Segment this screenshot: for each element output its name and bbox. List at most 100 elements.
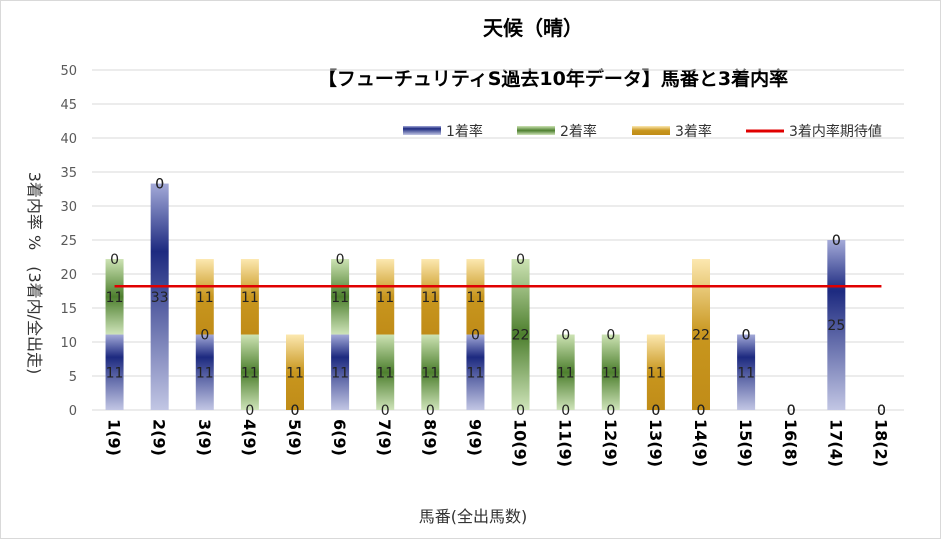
data-label: 0: [832, 233, 841, 249]
chart-subtitle: 【フューチュリティS過去10年データ】馬番と3着内率: [318, 67, 788, 90]
x-tick-label: 6(9): [330, 419, 349, 456]
x-tick-label: 4(9): [240, 419, 259, 456]
data-label: 0: [336, 252, 345, 268]
data-label: 0: [651, 403, 660, 419]
bar-3rd: [646, 334, 665, 410]
legend-label-3rd: 3着率: [675, 123, 712, 140]
bar-1st: [150, 183, 169, 410]
x-tick-label: 2(9): [150, 419, 169, 456]
data-label: 0: [245, 403, 254, 419]
data-label: 11: [602, 365, 620, 381]
bar-3rd: [240, 259, 259, 335]
x-tick-label: 9(9): [465, 419, 484, 456]
data-label: 0: [697, 403, 706, 419]
data-label: 33: [151, 290, 169, 306]
y-tick-label: 20: [60, 268, 77, 283]
data-label: 0: [200, 328, 209, 344]
data-label: 0: [787, 403, 796, 419]
bar-2nd: [105, 259, 124, 335]
x-tick-label: 3(9): [195, 419, 214, 456]
data-label: 11: [331, 290, 349, 306]
bar-1st: [195, 334, 214, 410]
data-label: 0: [742, 328, 751, 344]
data-label: 11: [557, 365, 575, 381]
data-label: 0: [426, 403, 435, 419]
y-tick-label: 40: [60, 132, 77, 147]
data-label: 11: [737, 365, 755, 381]
data-label: 0: [877, 403, 886, 419]
data-label: 0: [471, 328, 480, 344]
data-label: 0: [606, 328, 615, 344]
data-label: 0: [651, 403, 660, 419]
x-tick-label: 1(9): [105, 419, 124, 456]
y-axis: 0 5 10 15 20 25 30 35 40 45 50: [60, 64, 77, 419]
x-tick-label: 17(4): [826, 419, 845, 467]
bar-1st: [466, 334, 485, 410]
legend-label-1st: 1着率: [446, 123, 483, 140]
data-label: 25: [827, 318, 845, 334]
data-label: 22: [512, 328, 530, 344]
bar-1st: [737, 334, 756, 410]
x-tick-label: 15(9): [736, 419, 755, 467]
data-label: 0: [561, 328, 570, 344]
x-tick-label: 13(9): [646, 419, 665, 467]
legend-swatch-2nd: [517, 126, 555, 135]
bar-2nd: [511, 259, 530, 410]
x-tick-label: 14(9): [691, 419, 710, 467]
legend: 1着率 2着率 3着率 3着内率期待値: [403, 123, 882, 140]
data-label: 0: [877, 403, 886, 419]
data-label: 0: [561, 403, 570, 419]
x-tick-label: 16(8): [781, 419, 800, 467]
data-label: 0: [742, 328, 751, 344]
x-axis-label: 馬番(全出馬数): [419, 507, 528, 526]
legend-label-2nd: 2着率: [560, 123, 597, 140]
data-label: 0: [606, 403, 615, 419]
bar-2nd: [556, 334, 575, 410]
data-label: 11: [286, 365, 304, 381]
data-label: 0: [787, 403, 796, 419]
data-label: 11: [331, 365, 349, 381]
bar-3rd: [466, 259, 485, 335]
data-label: 0: [155, 177, 164, 193]
x-tick-label: 7(9): [375, 419, 394, 456]
legend-label-expected: 3着内率期待値: [789, 123, 882, 140]
data-label: 0: [516, 252, 525, 268]
x-tick-label: 8(9): [420, 419, 439, 456]
data-label: 11: [241, 365, 259, 381]
bar-3rd: [376, 259, 395, 335]
bar-2nd: [376, 334, 395, 410]
data-label: 11: [376, 290, 394, 306]
data-label: 11: [241, 290, 259, 306]
y-tick-label: 30: [60, 200, 77, 215]
x-tick-label: 10(9): [511, 419, 530, 467]
y-tick-label: 25: [60, 234, 77, 249]
data-label: 11: [106, 365, 124, 381]
data-label: 0: [832, 233, 841, 249]
data-label: 11: [421, 365, 439, 381]
bar-2nd: [421, 334, 440, 410]
data-label: 11: [467, 365, 485, 381]
y-tick-label: 50: [60, 64, 77, 79]
y-tick-label: 0: [69, 404, 77, 419]
legend-swatch-1st: [403, 126, 441, 135]
y-tick-label: 45: [60, 98, 77, 113]
data-label: 22: [692, 328, 710, 344]
data-label: 0: [291, 403, 300, 419]
data-label: 11: [376, 365, 394, 381]
bar-3rd: [421, 259, 440, 335]
bar-1st: [331, 334, 350, 410]
legend-swatch-3rd: [632, 126, 670, 135]
y-tick-label: 35: [60, 166, 77, 181]
data-label: 0: [877, 403, 886, 419]
bar-3rd: [195, 259, 214, 335]
data-label: 0: [697, 403, 706, 419]
data-label: 11: [196, 365, 214, 381]
chart-title: 天候（晴）: [483, 16, 583, 40]
x-tick-label: 5(9): [285, 419, 304, 456]
y-tick-label: 5: [69, 370, 77, 385]
data-label: 0: [110, 252, 119, 268]
gridlines: [92, 69, 904, 411]
bar-1st: [105, 334, 124, 410]
data-label: 0: [516, 403, 525, 419]
